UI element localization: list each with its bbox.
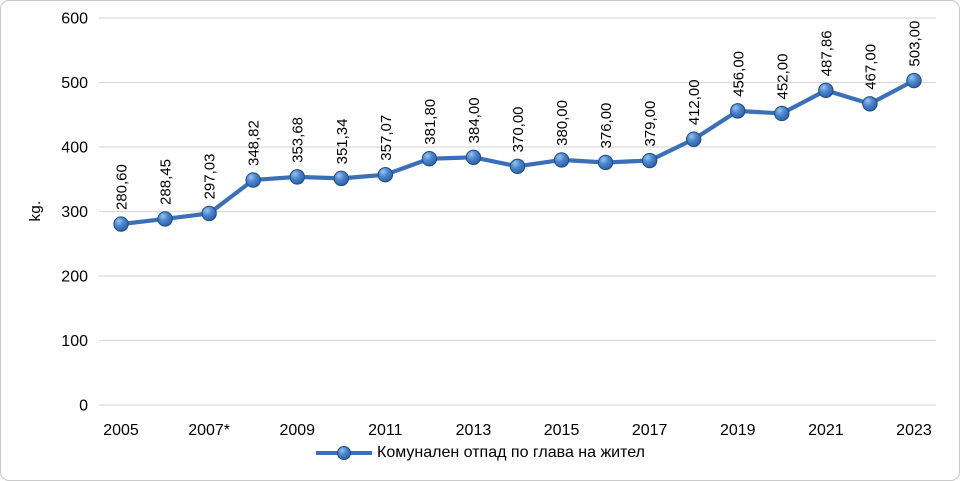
x-tick-label: 2021 <box>808 422 844 439</box>
y-tick-label: 600 <box>61 11 88 28</box>
data-point-marker <box>333 170 349 187</box>
data-point-label: 297,03 <box>202 154 219 200</box>
y-tick-label: 300 <box>61 204 88 221</box>
data-point-marker <box>641 152 658 169</box>
data-point-marker <box>597 154 614 171</box>
y-axis-title: kg. <box>26 200 44 222</box>
data-point-marker <box>201 205 217 222</box>
data-point-label: 353,68 <box>290 117 307 163</box>
data-point-marker <box>818 82 834 99</box>
data-point-marker <box>862 96 878 112</box>
data-point-marker <box>113 216 129 232</box>
x-tick-label: 2013 <box>456 422 492 439</box>
data-point-marker <box>906 72 922 89</box>
data-point-label: 357,07 <box>378 115 395 161</box>
data-point-label: 351,34 <box>334 118 351 164</box>
legend-line-marker-icon <box>316 446 373 460</box>
y-tick-label: 400 <box>61 140 88 157</box>
data-point-marker <box>509 158 526 175</box>
data-point-label: 456,00 <box>730 51 747 97</box>
data-point-marker <box>686 131 702 147</box>
data-point-label: 370,00 <box>510 106 527 152</box>
data-point-marker <box>774 105 790 122</box>
x-tick-label: 2009 <box>279 422 315 439</box>
data-point-labels: 280,60 288,45 297,03 348,82 353,68 351,34 357,… <box>114 21 924 210</box>
y-tick-label: 0 <box>79 398 88 415</box>
data-point-label: 379,00 <box>642 101 659 147</box>
legend-label: Комунален отпад по глава на жител <box>377 444 645 461</box>
data-point-label: 288,45 <box>158 159 175 205</box>
data-point-label: 348,82 <box>246 120 263 166</box>
x-tick-label: 2005 <box>103 422 139 439</box>
data-point-label: 487,86 <box>818 30 835 76</box>
data-point-label: 452,00 <box>774 54 791 100</box>
data-point-marker <box>245 172 261 188</box>
x-tick-label: 2019 <box>720 422 756 439</box>
x-tick-label: 2023 <box>896 422 932 439</box>
axis-tick-labels: 0 100 200 300 400 500 600 2005 2007* 2009 2011 2013… <box>61 11 932 440</box>
data-point-label: 412,00 <box>686 79 703 125</box>
x-tick-label: 2007* <box>188 422 230 439</box>
data-point-label: 467,00 <box>862 44 879 90</box>
data-point-marker <box>289 169 305 185</box>
data-series <box>113 72 922 232</box>
data-point-label: 384,00 <box>466 97 483 143</box>
data-point-label: 380,00 <box>554 100 571 146</box>
data-point-marker <box>730 103 746 119</box>
data-point-marker <box>553 152 570 168</box>
data-point-label: 376,00 <box>598 103 615 149</box>
y-tick-label: 100 <box>61 333 88 350</box>
y-tick-label: 200 <box>61 269 88 286</box>
data-point-label: 381,80 <box>422 99 439 145</box>
data-point-label: 503,00 <box>906 21 923 67</box>
data-point-marker <box>157 211 173 227</box>
x-tick-label: 2011 <box>368 422 403 439</box>
x-tick-label: 2015 <box>544 422 580 439</box>
data-point-marker <box>377 166 394 183</box>
gridlines <box>99 17 936 406</box>
data-point-label: 280,60 <box>114 164 131 210</box>
x-tick-label: 2017 <box>632 422 668 439</box>
legend: Комунален отпад по глава на жител <box>1 444 959 462</box>
data-point-marker <box>465 149 482 166</box>
data-point-marker <box>421 151 438 167</box>
y-tick-label: 500 <box>61 75 88 92</box>
